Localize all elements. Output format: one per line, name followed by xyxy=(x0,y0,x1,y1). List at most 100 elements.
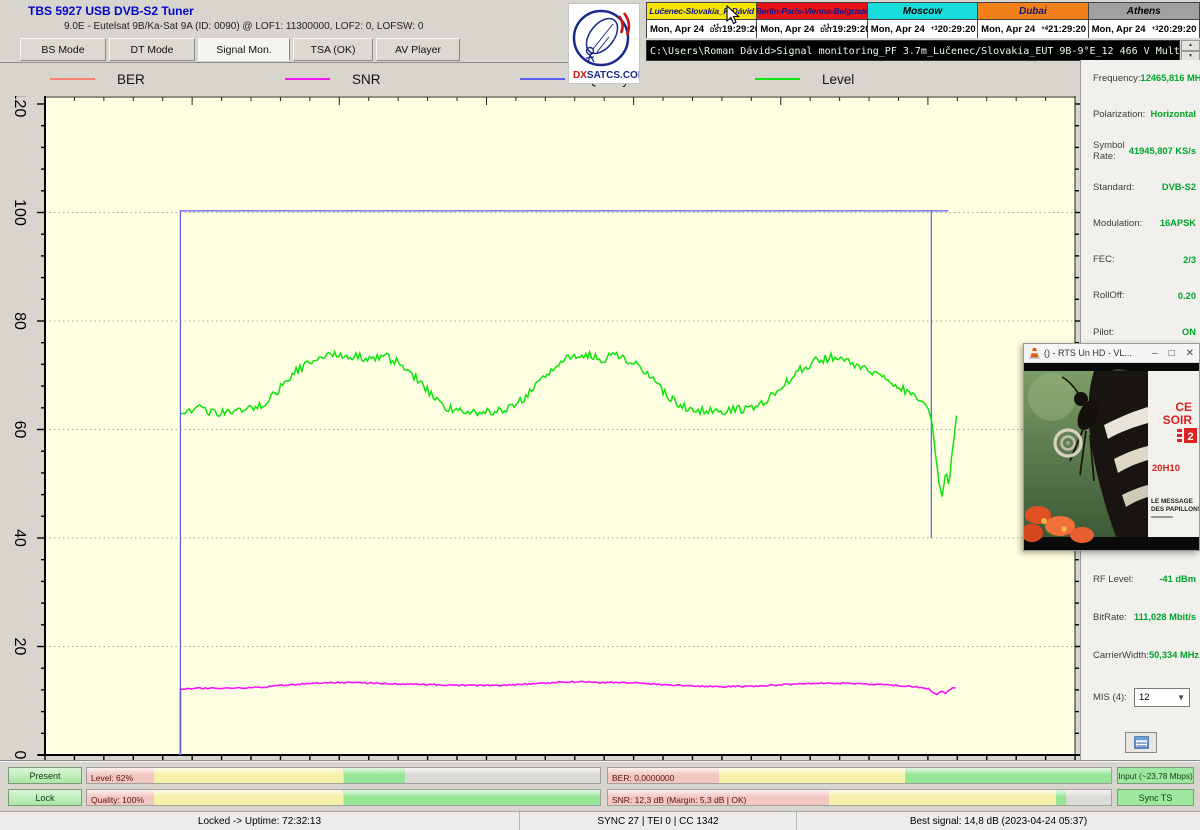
yellow-zone xyxy=(153,790,344,805)
vlc-titlebar[interactable]: () - RTS Un HD - VL... – □ ✕ xyxy=(1024,344,1199,363)
quality-progress-bar: Quality: 100% xyxy=(86,789,601,806)
divider xyxy=(0,62,568,63)
clock-time: 20:29:20 xyxy=(937,23,976,35)
clock-tz: +3 xyxy=(1151,25,1159,32)
vlc-player-window[interactable]: () - RTS Un HD - VL... – □ ✕ xyxy=(1023,343,1200,551)
orange-flowers xyxy=(1024,506,1094,543)
bar-label: BER: 0,0000000 xyxy=(612,773,675,783)
svg-text:60: 60 xyxy=(11,421,28,439)
butterfly-video-frame: CE SOIR 2 20H10 LE MESSAGE DES PAPILLONS xyxy=(1024,363,1199,550)
clock-time: 19:29:20 xyxy=(832,23,871,35)
divider xyxy=(0,760,1200,761)
dxsatcs-logo: DXSATCS.COM xyxy=(568,3,646,84)
param-label: BitRate: xyxy=(1093,611,1127,623)
tab-dt-mode[interactable]: DT Mode xyxy=(109,38,195,61)
param-label: RF Level: xyxy=(1093,573,1134,585)
soir-text: SOIR xyxy=(1163,413,1193,427)
channel-2-logo: 2 xyxy=(1187,431,1193,443)
save-button[interactable] xyxy=(1125,732,1157,753)
save-icon xyxy=(1133,736,1149,749)
tuner-subtitle: 9.0E - Eutelsat 9B/Ka-Sat 9A (ID: 0090) … xyxy=(64,21,424,32)
clock-date: Mon, Apr 24 xyxy=(650,23,705,35)
snr-progress-bar: SNR: 12,3 dB (Margin: 5,3 dB | OK) xyxy=(607,789,1112,806)
bar-label: SNR: 12,3 dB (Margin: 5,3 dB | OK) xyxy=(612,795,747,805)
maximize-icon[interactable]: □ xyxy=(1168,347,1175,359)
clock-time: 20:29:20 xyxy=(1158,23,1197,35)
clock-date: Mon, Apr 24 xyxy=(981,23,1036,35)
empty-zone xyxy=(1065,790,1111,805)
terminal-scrollbar[interactable]: ▲ ▼ xyxy=(1181,40,1200,61)
quality-line-sample xyxy=(520,78,565,80)
vlc-window-title: () - RTS Un HD - VL... xyxy=(1044,348,1132,358)
yellow-zone xyxy=(718,768,905,783)
lock-indicator: Lock xyxy=(8,789,82,806)
clock-date: Mon, Apr 24 xyxy=(870,23,925,35)
param-value: 12465,816 MHz xyxy=(1140,73,1200,84)
time-2010: 20H10 xyxy=(1152,463,1180,474)
yellow-zone xyxy=(153,768,344,783)
empty-zone xyxy=(405,768,600,783)
clock-time: 19:29:20 xyxy=(722,23,761,35)
ber-progress-bar: BER: 0,0000000 xyxy=(607,767,1112,784)
chart-legend: BER SNR Quality Level xyxy=(50,64,1080,94)
level-line-sample xyxy=(755,78,800,80)
legend-label: SNR xyxy=(352,71,381,87)
logo-dx: DX xyxy=(573,70,587,81)
svg-text:0: 0 xyxy=(11,751,28,760)
param-label: Standard: xyxy=(1093,181,1135,193)
param-value: 50,334 MHz xyxy=(1148,650,1200,660)
param-label: CarrierWidth: xyxy=(1093,649,1149,661)
close-icon[interactable]: ✕ xyxy=(1185,347,1194,359)
tab-bs-mode[interactable]: BS Mode xyxy=(20,38,106,61)
clock-moscow: Moscow Mon, Apr 24 +3 20:29:20 xyxy=(867,3,979,38)
sync-status: SYNC 27 | TEI 0 | CC 1342 xyxy=(520,812,797,830)
vlc-video-area[interactable]: CE SOIR 2 20H10 LE MESSAGE DES PAPILLONS xyxy=(1024,363,1199,550)
msg-line2: DES PAPILLONS xyxy=(1151,506,1199,513)
tab-signal-mon[interactable]: Signal Mon. xyxy=(198,38,290,61)
mouse-cursor xyxy=(726,5,740,25)
uptime-status: Locked -> Uptime: 72:32:13 xyxy=(0,812,520,830)
mis-dropdown[interactable]: 12 ▼ xyxy=(1134,688,1190,707)
command-prompt[interactable]: C:\Users\Roman Dávid>Signal monitoring_P… xyxy=(646,40,1180,61)
param-value: 111,028 Mbit/s xyxy=(1133,612,1196,622)
clock-city: Moscow xyxy=(867,3,978,20)
clock-athens: Athens Mon, Apr 24 +3 20:29:20 xyxy=(1088,3,1199,38)
legend-item-level: Level xyxy=(755,72,990,87)
param-label: FEC: xyxy=(1093,254,1115,266)
best-signal-status: Best signal: 14,8 dB (2023-04-24 05:37) xyxy=(909,815,1088,827)
clock-tz: +3 xyxy=(930,25,938,32)
param-value: 0.20 xyxy=(1177,290,1196,301)
legend-label: Level xyxy=(822,71,855,87)
green-zone xyxy=(343,790,600,805)
minimize-icon[interactable]: – xyxy=(1152,347,1158,359)
param-value: ON xyxy=(1182,327,1196,338)
green-zone xyxy=(904,768,1111,783)
tab-av-player[interactable]: AV Player xyxy=(376,38,460,61)
vlc-cone-icon xyxy=(1029,348,1040,359)
svg-text:20: 20 xyxy=(11,638,28,656)
bar-label: Level: 62% xyxy=(91,773,134,783)
ber-line-sample xyxy=(50,78,95,80)
param-value: 41945,807 KS/s xyxy=(1128,145,1196,156)
svg-text:120: 120 xyxy=(11,96,28,117)
clock-tz: +1 DST xyxy=(820,23,833,34)
world-clocks: Lučenec-Slovakia_R.Dávid Mon, Apr 24 +1 DS… xyxy=(646,2,1200,38)
clock-tz: +1 DST xyxy=(710,23,723,34)
clock-date: Mon, Apr 24 xyxy=(1091,23,1146,35)
mis-value: 12 xyxy=(1139,692,1150,703)
legend-item-snr: SNR xyxy=(285,72,520,87)
clock-time: 21:29:20 xyxy=(1048,23,1087,35)
param-value: 2/3 xyxy=(1183,254,1196,265)
param-value: -41 dBm xyxy=(1159,574,1196,584)
snr-line-sample xyxy=(285,78,330,80)
tab-tsa[interactable]: TSA (OK) xyxy=(293,38,373,61)
pink-zone xyxy=(87,768,154,783)
scroll-up-icon[interactable]: ▲ xyxy=(1181,40,1200,51)
mode-tabs: BS Mode DT Mode Signal Mon. TSA (OK) AV … xyxy=(20,38,460,61)
statusbar: Locked -> Uptime: 72:32:13 SYNC 27 | TEI… xyxy=(0,811,1200,830)
clock-berlin: Berlin-Paris-Vienna-Belgrade Mon, Apr 24… xyxy=(757,3,871,38)
satellite-dish-icon: DXSATCS.COM xyxy=(572,9,646,81)
clock-date: Mon, Apr 24 xyxy=(760,23,815,35)
svg-text:80: 80 xyxy=(11,312,28,330)
clock-tz: +4 xyxy=(1041,25,1049,32)
